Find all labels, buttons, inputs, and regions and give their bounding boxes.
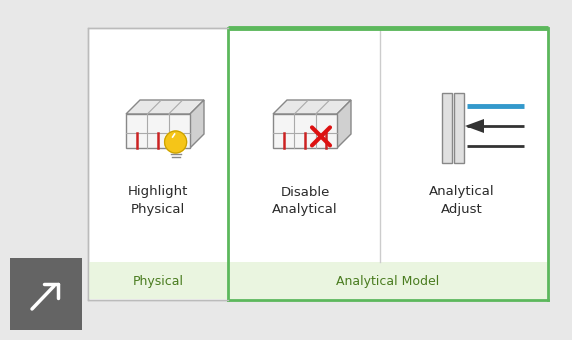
Bar [454,93,464,163]
Text: Highlight: Highlight [128,186,188,199]
Bar [89,262,228,299]
Bar [229,262,547,299]
Text: Adjust: Adjust [441,204,483,217]
Bar [273,114,337,148]
Bar [10,258,82,330]
Polygon shape [126,100,204,114]
Polygon shape [190,100,204,148]
Text: Disable: Disable [280,186,329,199]
Polygon shape [465,119,484,133]
Polygon shape [337,100,351,148]
Text: Analytical Model: Analytical Model [336,274,440,288]
Text: Analytical: Analytical [429,186,495,199]
Text: Analytical: Analytical [272,204,338,217]
Bar [126,114,190,148]
Text: Physical: Physical [133,274,184,288]
Bar [88,28,548,300]
Bar [442,93,452,163]
Polygon shape [273,100,351,114]
Circle shape [165,131,186,153]
Text: Physical: Physical [131,204,185,217]
